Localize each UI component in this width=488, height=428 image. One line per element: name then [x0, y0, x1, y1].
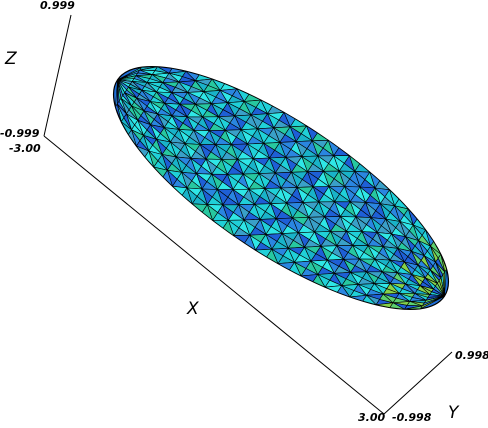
x-min-tick: -3.00 — [9, 142, 41, 155]
x-max-tick: 3.00 — [358, 411, 385, 424]
ellipsoid-surface — [81, 25, 481, 351]
y-max-tick: 0.998 — [455, 349, 488, 362]
x-axis-label: X — [187, 299, 199, 319]
y-axis-label: Y — [448, 403, 458, 423]
z-min-tick: -0.999 — [0, 127, 39, 140]
z-axis-label: Z — [5, 49, 17, 69]
y-min-tick: -0.998 — [392, 411, 431, 424]
z-max-tick: 0.999 — [40, 0, 75, 12]
z-axis-line — [44, 15, 71, 136]
y-axis-line — [384, 352, 452, 414]
